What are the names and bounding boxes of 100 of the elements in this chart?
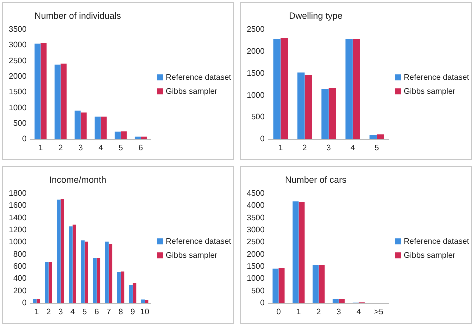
legend-label: Reference dataset [404,236,470,246]
x-tick-label: 9 [130,307,136,316]
bar [69,226,73,304]
y-tick-label: 1000 [247,90,266,100]
y-tick-label: 3500 [9,25,28,34]
bar [272,268,279,304]
x-tick-label: 2 [302,143,308,152]
y-tick-label: 400 [13,274,28,284]
x-tick-label: 5 [118,143,124,152]
x-tick-label: 3 [58,307,64,316]
x-tick-label: 2 [58,143,64,152]
x-tick-label: 1 [296,307,302,316]
x-tick-label: 3 [326,143,332,152]
bar [318,265,325,304]
bar [72,224,76,304]
x-tick-label: 1 [38,143,44,152]
bar [48,262,52,304]
y-tick-label: 1000 [9,238,28,247]
x-tick-label: 4 [350,143,356,152]
bar [60,64,67,140]
bar [120,132,127,140]
x-tick-label: 3 [78,143,84,152]
bar [34,44,41,140]
legend-label: Reference dataset [166,72,232,82]
bar [278,268,285,304]
y-tick-label: 0 [260,298,266,308]
y-tick-label: 3000 [247,226,266,235]
chart-title: Number of cars [285,174,348,185]
y-tick-label: 2500 [247,238,266,247]
x-tick-label: 4 [98,143,104,152]
x-tick-label: >5 [374,307,384,316]
bar [129,285,133,304]
bar [94,116,101,140]
y-tick-label: 2500 [9,56,28,66]
y-tick-label: 2500 [247,25,266,34]
x-tick-label: 5 [374,143,380,152]
legend-label: Gibbs sampler [166,250,218,260]
chart-title: Dwelling type [289,10,343,21]
bar [304,75,312,140]
x-tick-label: 2 [316,307,322,316]
x-tick-label: 4 [356,307,362,316]
y-tick-label: 4500 [247,189,266,198]
bar [93,258,97,304]
bar [280,38,288,140]
y-tick-label: 4000 [247,201,266,210]
y-tick-label: 1800 [9,189,28,198]
bar [117,272,121,304]
bar [312,265,319,304]
bar [57,200,61,304]
bar [96,258,101,304]
bar [292,202,299,304]
y-tick-label: 500 [251,286,266,296]
bar [74,110,81,140]
bar [60,199,64,304]
y-tick-label: 1500 [247,68,266,78]
bar [81,240,85,304]
bar [141,300,145,304]
chart-title: Income/month [49,174,107,185]
y-tick-label: 3000 [9,40,28,50]
bar [45,262,49,304]
x-tick-label: 8 [118,307,124,316]
bar [80,112,87,140]
bar [274,39,281,140]
y-tick-label: 500 [251,112,266,122]
bar [298,72,305,140]
bar [346,39,353,140]
chart-title: Number of individuals [34,10,122,21]
y-tick-label: 1500 [247,262,266,272]
y-tick-label: 1500 [9,88,28,97]
y-tick-label: 2000 [247,46,266,56]
y-tick-label: 1200 [9,226,28,235]
bar [132,283,137,304]
bar [120,272,125,304]
x-tick-label: 6 [94,307,100,316]
y-tick-label: 1000 [247,274,266,284]
legend-label: Gibbs sampler [404,86,456,96]
bar [108,244,113,304]
y-tick-label: 1000 [9,103,28,112]
x-tick-label: 5 [82,307,88,316]
y-tick-label: 200 [13,286,28,296]
bar [100,116,107,140]
y-tick-label: 1600 [9,201,28,210]
y-tick-label: 1400 [9,213,28,222]
legend-label: Reference dataset [166,236,232,246]
legend-label: Gibbs sampler [404,250,456,260]
bar [54,64,61,140]
bar [322,89,329,140]
y-tick-label: 800 [13,250,28,259]
y-tick-label: 0 [22,134,28,144]
x-tick-label: 1 [34,307,40,316]
bar [328,88,336,140]
bar [376,134,384,140]
y-tick-label: 3500 [247,213,266,222]
y-tick-label: 500 [13,118,28,128]
bar [33,299,37,304]
bar [298,202,305,304]
bar [114,132,121,140]
legend-label: Gibbs sampler [166,86,218,96]
y-tick-label: 2000 [247,250,266,259]
bar [36,299,40,304]
